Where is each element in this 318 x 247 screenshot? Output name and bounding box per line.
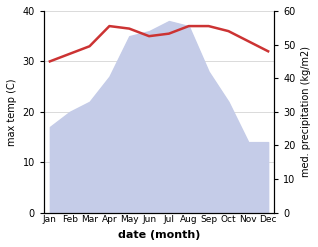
Y-axis label: max temp (C): max temp (C) (7, 78, 17, 145)
X-axis label: date (month): date (month) (118, 230, 200, 240)
Y-axis label: med. precipitation (kg/m2): med. precipitation (kg/m2) (301, 46, 311, 177)
